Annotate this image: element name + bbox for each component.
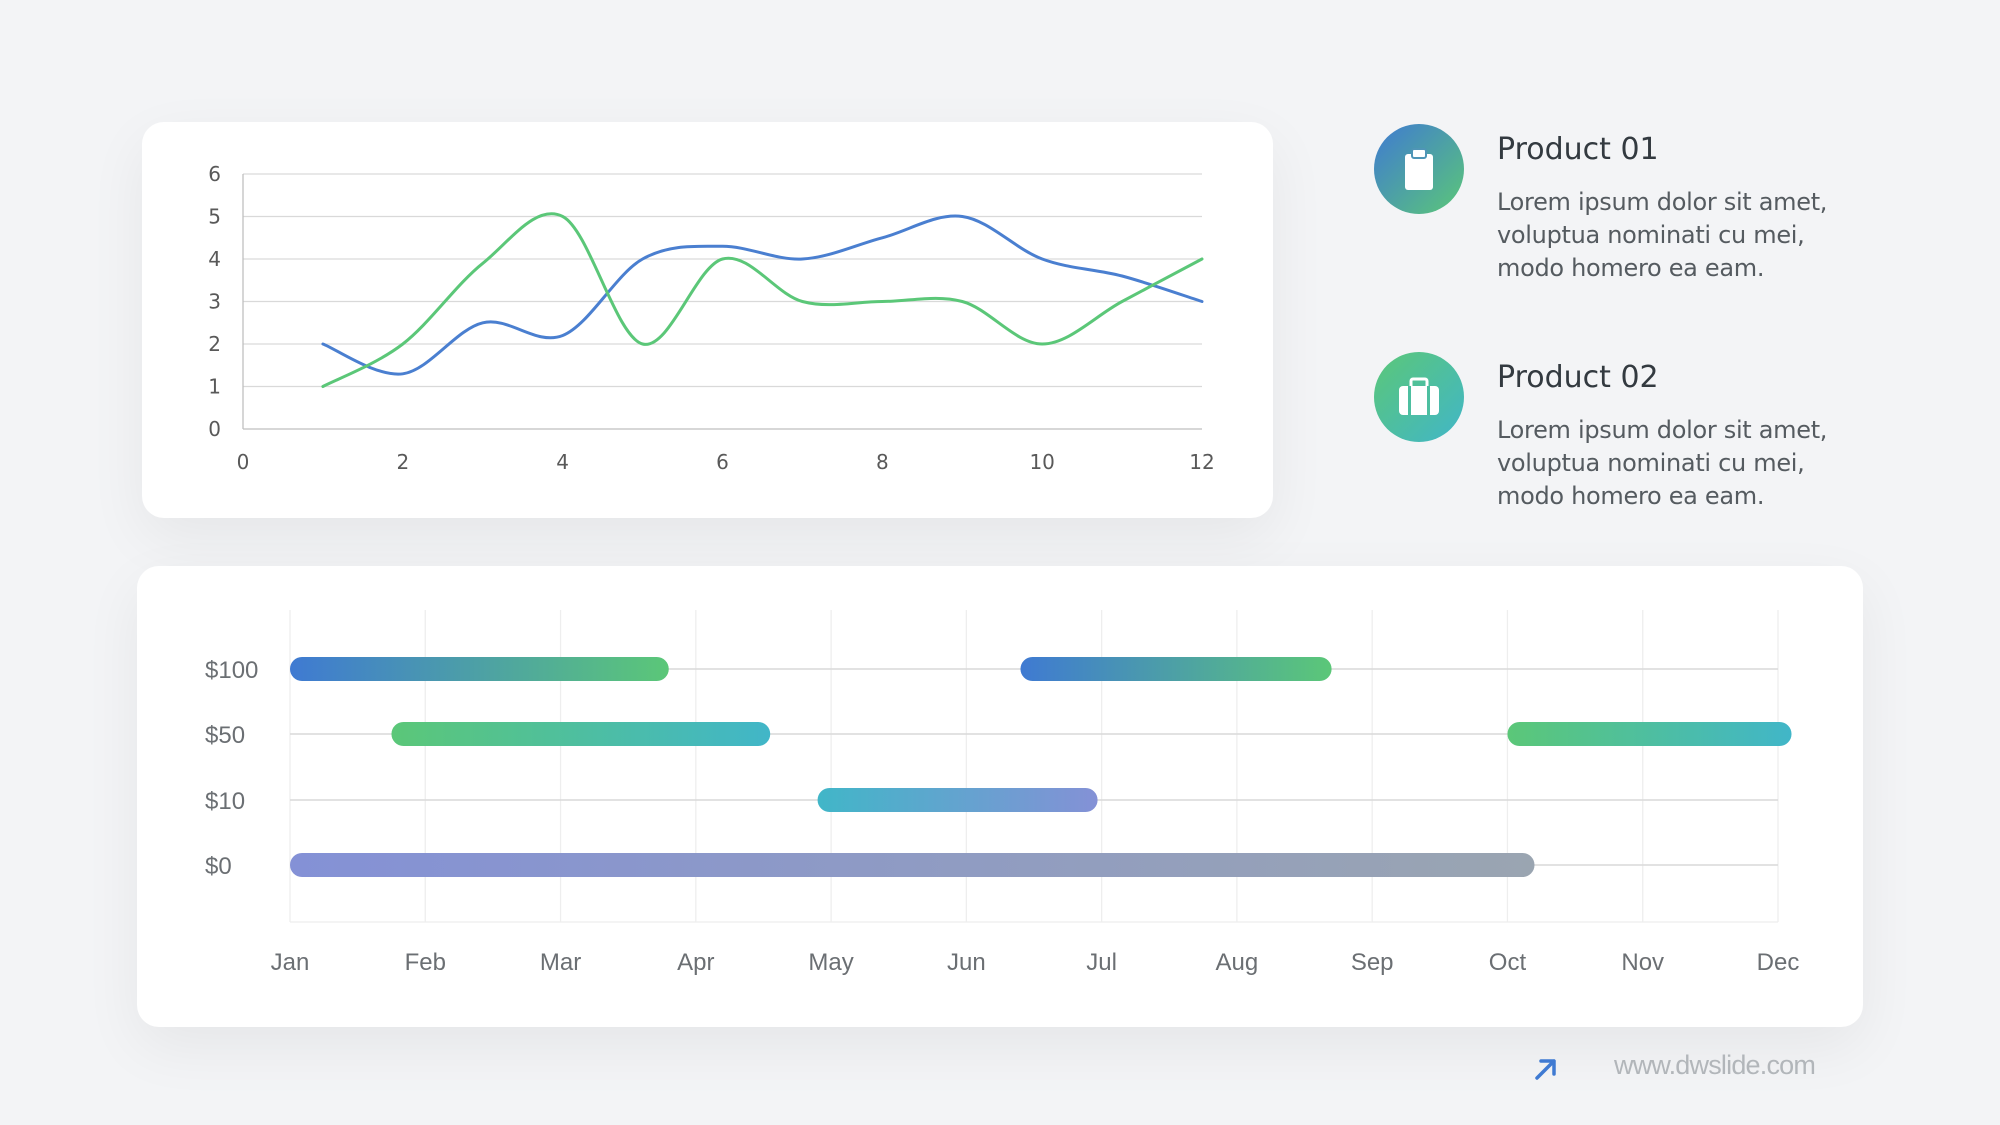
x-tick-label-8: 8 [876,450,889,474]
x-tick-label-2: 2 [396,450,409,474]
y-tick-label-1: 1 [208,375,221,399]
row-label-1: $50 [205,722,245,749]
month-label-jan: Jan [271,949,310,976]
gantt-bar-4 [1507,722,1792,746]
line-chart-card: 0 1 2 3 4 5 6 0 2 4 6 8 10 12 [142,122,1273,518]
gantt-bar-3 [391,722,771,746]
y-tick-label-4: 4 [208,247,221,271]
y-tick-label-5: 5 [208,205,221,229]
x-tick-label-6: 6 [716,450,729,474]
row-label-2: $10 [205,788,245,815]
x-tick-label-12: 12 [1189,450,1214,474]
gantt-chart-card: Jan Feb Mar Apr May Jun Jul Aug Sep Oct Nov Dec $100… [137,566,1863,1027]
product-02-description: Lorem ipsum dolor sit amet, voluptua nom… [1497,416,1828,510]
series-line-1 [321,214,1204,376]
footer-website[interactable]: www.dwslide.com [1614,1050,1816,1080]
y-tick-label-2: 2 [208,332,221,356]
product-02-title: Product 02 [1497,360,1659,395]
month-label-jul: Jul [1086,949,1117,976]
product-01-title: Product 01 [1497,132,1659,167]
arrow-up-right-icon [1535,1059,1556,1080]
gantt-bar-5 [817,788,1098,812]
month-label-jun: Jun [947,949,986,976]
product-01-description: Lorem ipsum dolor sit amet, voluptua nom… [1497,188,1828,282]
month-label-sep: Sep [1351,949,1394,976]
briefcase-icon [1399,377,1439,415]
series-line-2 [321,212,1204,388]
x-tick-label-10: 10 [1029,450,1054,474]
y-tick-label-3: 3 [208,290,221,314]
gantt-bar-6 [290,853,1535,877]
product-01-icon-badge [1374,124,1464,214]
month-label-apr: Apr [677,949,714,976]
month-label-aug: Aug [1216,949,1259,976]
y-tick-label-0: 0 [208,417,221,441]
gantt-bar-1 [290,657,669,681]
month-label-may: May [808,949,853,976]
month-label-mar: Mar [540,949,581,976]
month-label-nov: Nov [1621,949,1664,976]
product-02: Product 02 Lorem ipsum dolor sit amet, v… [1374,352,1854,552]
x-tick-label-4: 4 [556,450,569,474]
month-label-dec: Dec [1757,949,1800,976]
month-label-oct: Oct [1489,949,1527,976]
row-label-0: $100 [205,657,258,684]
x-tick-label-0: 0 [237,450,250,474]
product-01: Product 01 Lorem ipsum dolor sit amet, v… [1374,124,1854,324]
product-02-icon-badge [1374,352,1464,442]
gantt-bar-2 [1020,657,1332,681]
row-label-3: $0 [205,853,232,880]
month-label-feb: Feb [405,949,446,976]
gantt-chart: Jan Feb Mar Apr May Jun Jul Aug Sep Oct Nov Dec $100… [205,610,1800,976]
y-tick-label-6: 6 [208,162,221,186]
clipboard-icon [1405,148,1433,190]
